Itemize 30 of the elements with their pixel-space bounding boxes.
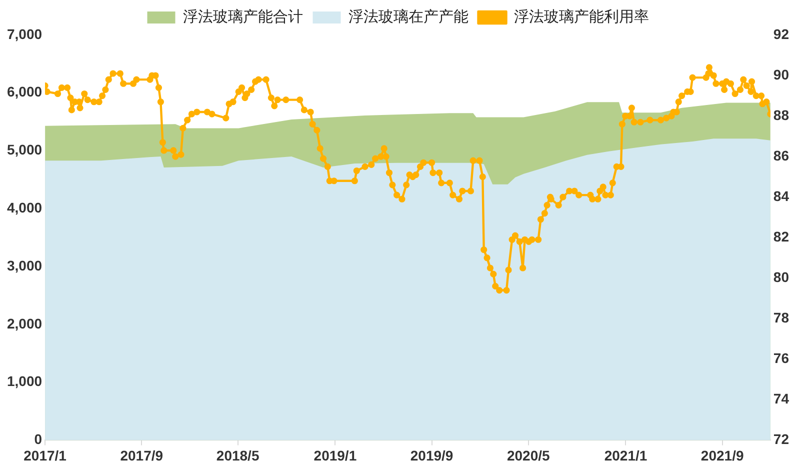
legend-label: 浮法玻璃产能利用率 xyxy=(514,8,649,26)
x-tick-label: 2019/1 xyxy=(314,447,357,464)
y-tick-label: 6,000 xyxy=(6,84,42,100)
y2-tick-label: 72 xyxy=(773,431,790,448)
legend-label: 浮法玻璃产能合计 xyxy=(182,8,303,26)
y2-tick-label: 86 xyxy=(773,147,790,164)
x-tick-label: 2021/1 xyxy=(604,447,648,464)
y2-tick-label: 84 xyxy=(773,188,790,204)
y-tick-label: 0 xyxy=(34,431,42,448)
legend-label: 浮法玻璃在产产能 xyxy=(348,8,468,26)
y-tick-label: 7,000 xyxy=(6,26,42,42)
x-tick-label: 2019/9 xyxy=(410,447,454,464)
y-tick-label: 2,000 xyxy=(6,315,42,332)
y2-tick-label: 78 xyxy=(773,310,790,326)
y2-tick-label: 88 xyxy=(773,106,790,123)
y2-tick-label: 80 xyxy=(773,268,790,285)
y2-tick-label: 82 xyxy=(773,228,790,244)
y-tick-label: 3,000 xyxy=(6,257,42,274)
y-tick-label: 1,000 xyxy=(6,373,42,390)
x-tick-label: 2018/5 xyxy=(216,447,260,464)
y-tick-label: 4,000 xyxy=(6,200,42,216)
y-tick-label: 5,000 xyxy=(6,142,42,158)
y2-tick-label: 92 xyxy=(773,26,790,42)
x-tick-label: 2017/1 xyxy=(24,447,67,464)
y2-tick-label: 74 xyxy=(773,390,790,407)
x-tick-label: 2021/9 xyxy=(700,447,744,464)
y2-tick-label: 90 xyxy=(773,66,790,82)
x-tick-label: 2020/5 xyxy=(506,447,550,464)
x-tick-label: 2017/9 xyxy=(120,447,164,464)
y2-tick-label: 76 xyxy=(773,350,790,366)
